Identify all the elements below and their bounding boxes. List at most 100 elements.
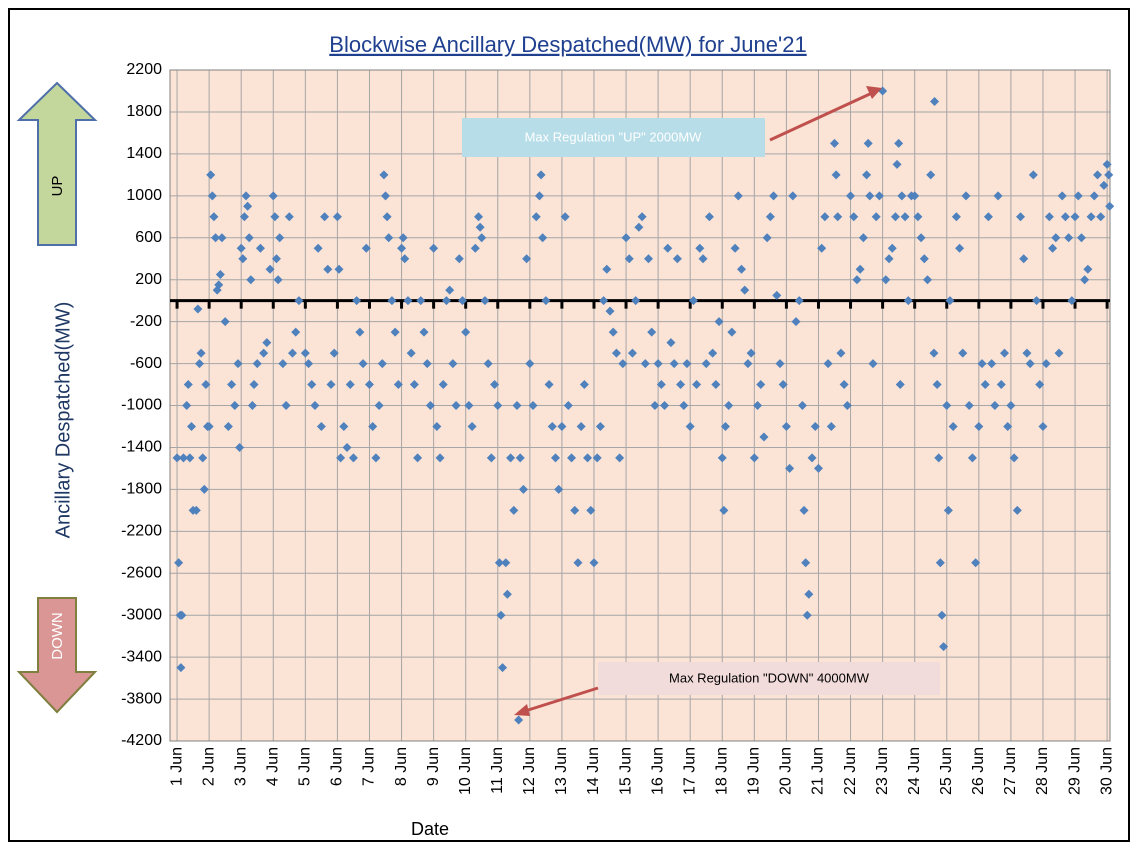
x-tick-label: 7 Jun	[361, 747, 378, 786]
point	[971, 558, 981, 568]
point	[611, 348, 621, 358]
point	[191, 505, 201, 515]
point	[217, 233, 227, 243]
point	[352, 296, 362, 306]
point	[884, 254, 894, 264]
point	[987, 359, 997, 369]
point	[400, 254, 410, 264]
y-tick-label: 2200	[126, 61, 162, 78]
point	[393, 380, 403, 390]
annotation-arrow	[524, 686, 599, 713]
point	[733, 191, 743, 201]
point	[788, 191, 798, 201]
y-tick-label: -3400	[121, 648, 162, 665]
point	[1096, 212, 1106, 222]
point	[942, 401, 952, 410]
point	[967, 453, 977, 463]
point	[560, 212, 570, 222]
point	[618, 359, 628, 369]
point	[634, 222, 644, 232]
x-tick-label: 25 Jun	[938, 747, 955, 795]
point	[262, 338, 272, 348]
y-tick-label: 1000	[126, 187, 162, 204]
point	[220, 317, 230, 327]
y-tick-label: -1400	[121, 439, 162, 456]
y-tick-label: -2600	[121, 564, 162, 581]
point	[233, 359, 243, 369]
point	[698, 254, 708, 264]
point	[368, 421, 378, 431]
point	[457, 296, 467, 306]
up-arrow	[16, 81, 98, 246]
y-tick-label: -600	[130, 355, 162, 372]
point	[930, 96, 940, 106]
point	[1073, 191, 1083, 201]
point	[887, 243, 897, 253]
y-tick-label: -4200	[121, 732, 162, 749]
point	[474, 212, 484, 222]
point	[514, 715, 524, 725]
point	[592, 453, 602, 463]
point	[865, 191, 875, 201]
point	[278, 359, 288, 369]
y-tick-label: 200	[135, 271, 162, 288]
point	[990, 401, 1000, 410]
point	[1038, 421, 1048, 431]
point	[416, 296, 426, 306]
point	[342, 442, 352, 452]
point	[807, 453, 817, 463]
point	[682, 359, 692, 369]
point	[377, 359, 387, 369]
point	[727, 327, 737, 337]
point	[1054, 348, 1064, 358]
point	[512, 401, 522, 410]
point	[515, 453, 525, 463]
point	[284, 212, 294, 222]
point	[196, 348, 206, 358]
point	[964, 401, 974, 410]
point	[958, 348, 968, 358]
y-tick-label: 600	[135, 229, 162, 246]
point	[660, 401, 670, 410]
point	[451, 401, 461, 410]
point	[185, 453, 195, 463]
point	[275, 233, 285, 243]
y-tick-label: -1800	[121, 481, 162, 498]
point	[486, 453, 496, 463]
point	[215, 269, 225, 279]
point	[945, 296, 955, 306]
point	[794, 296, 804, 306]
point	[980, 380, 990, 390]
point	[704, 212, 714, 222]
point	[323, 264, 333, 274]
point	[1099, 180, 1109, 190]
point	[749, 453, 759, 463]
point	[464, 401, 474, 410]
point	[719, 505, 729, 515]
point	[900, 212, 910, 222]
point	[176, 663, 186, 673]
y-tick-label: 1400	[126, 145, 162, 162]
point	[602, 264, 612, 274]
point	[916, 233, 926, 243]
point	[334, 264, 344, 274]
point	[172, 453, 182, 463]
point	[384, 233, 394, 243]
point	[1044, 212, 1054, 222]
point	[759, 432, 769, 442]
point	[983, 212, 993, 222]
point	[531, 212, 541, 222]
point	[627, 348, 637, 358]
point	[304, 359, 314, 369]
point	[554, 484, 564, 494]
point	[570, 505, 580, 515]
point	[583, 453, 593, 463]
point	[345, 380, 355, 390]
point	[310, 401, 320, 410]
point	[1080, 275, 1090, 285]
chart-title: Blockwise Ancillary Despatched(MW) for J…	[329, 32, 806, 57]
point	[650, 401, 660, 410]
point	[236, 243, 246, 253]
point	[241, 191, 251, 201]
point	[268, 191, 278, 201]
